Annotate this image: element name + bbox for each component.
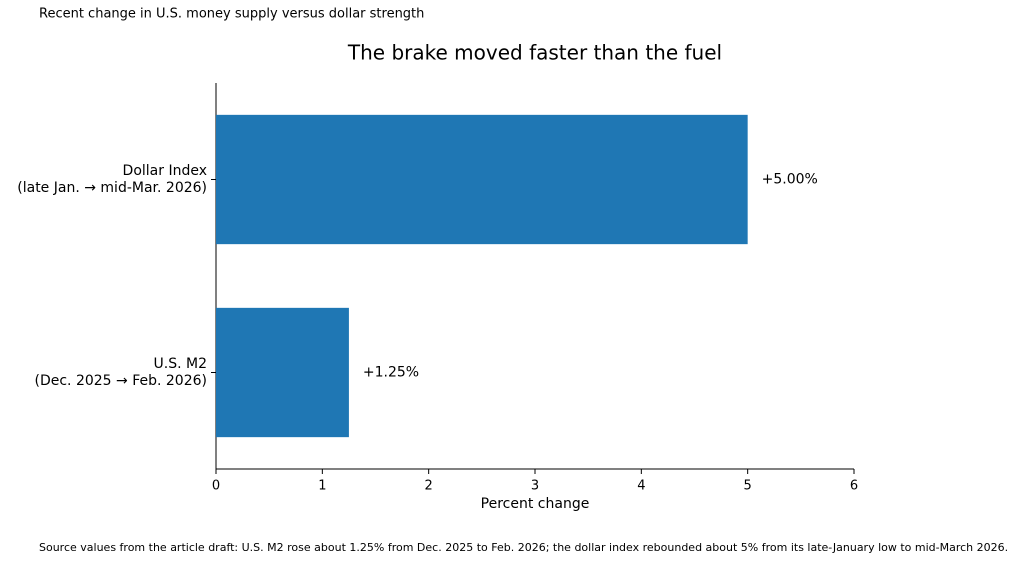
y-tick-label: U.S. M2 (Dec. 2025 → Feb. 2026) [34,355,208,389]
bar [216,307,349,438]
value-label: +5.00% [762,172,818,188]
x-axis-label: Percent change [481,496,590,512]
suptitle: Recent change in U.S. money supply versu… [39,7,424,22]
x-tick-label: 1 [318,479,326,494]
source-note: Source values from the article draft: U.… [39,541,1008,554]
x-tick-label: 3 [531,479,539,494]
x-tick-label: 6 [850,479,858,494]
x-tick-label: 0 [212,479,220,494]
x-tick-label: 5 [744,479,752,494]
y-tick-label: Dollar Index (late Jan. → mid-Mar. 2026) [17,162,207,196]
x-tick-label: 4 [637,479,645,494]
bar [216,114,748,245]
chart-title: The brake moved faster than the fuel [347,41,722,65]
value-label: +1.25% [363,365,419,381]
x-tick-label: 2 [425,479,433,494]
